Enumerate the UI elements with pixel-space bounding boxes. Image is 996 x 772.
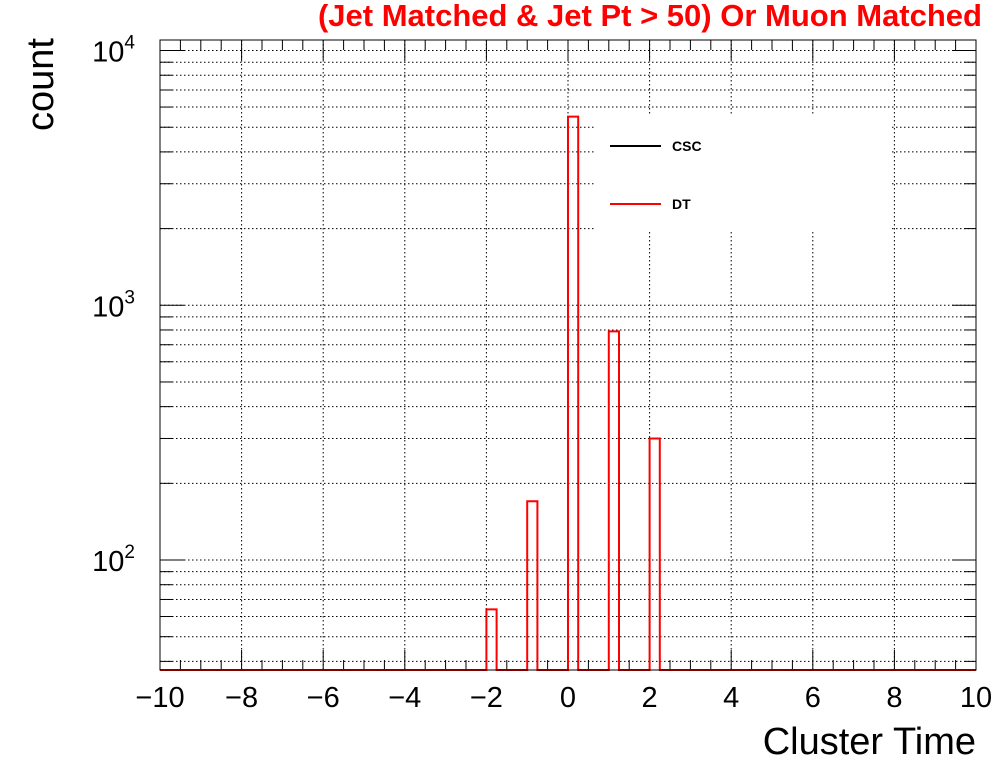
x-tick-label: −10 (135, 682, 184, 714)
legend-box (596, 116, 892, 230)
tick-marks (159, 40, 977, 670)
x-tick-label: −6 (307, 682, 340, 714)
y-tick-labels: 102 103 104 (92, 33, 135, 578)
legend-label-csc: CSC (672, 138, 702, 154)
x-tick-label: 2 (642, 682, 658, 714)
x-tick-label: 10 (960, 682, 992, 714)
y-tick-label: 103 (92, 287, 135, 323)
x-tick-label: −8 (225, 682, 258, 714)
y-tick-label: 104 (92, 33, 135, 69)
y-axis-title: count (20, 38, 62, 131)
legend-label-dt: DT (672, 196, 691, 212)
x-tick-label: 4 (723, 682, 739, 714)
x-tick-label: 8 (886, 682, 902, 714)
x-axis-title: Cluster Time (763, 721, 976, 763)
x-tick-labels: −10 −8 −6 −4 −2 0 2 4 6 8 10 (135, 682, 992, 714)
legend: CSC DT (596, 116, 892, 230)
series-dt-line (160, 115, 976, 671)
y-tick-label: 102 (92, 542, 135, 578)
series-layer (160, 115, 976, 671)
x-tick-label: −2 (470, 682, 503, 714)
chart-title: (Jet Matched & Jet Pt > 50) Or Muon Matc… (318, 0, 982, 33)
plot-frame (159, 39, 977, 671)
x-tick-label: 0 (560, 682, 576, 714)
x-tick-label: 6 (805, 682, 821, 714)
x-tick-label: −4 (388, 682, 421, 714)
